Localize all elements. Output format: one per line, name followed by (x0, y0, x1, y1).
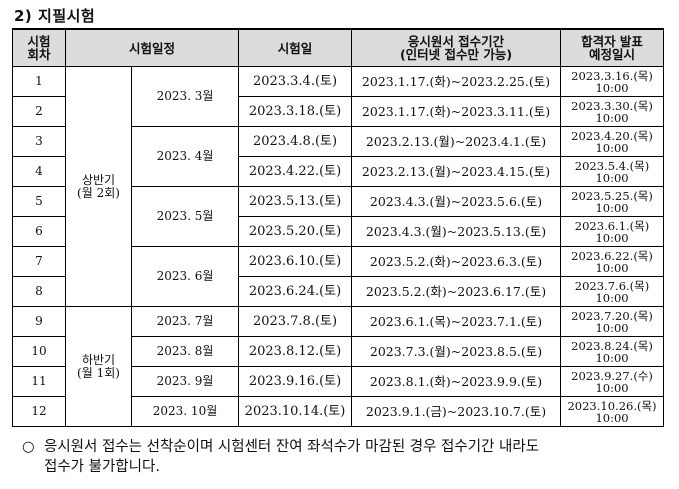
exam-date: 2023.4.22.(토) (238, 156, 353, 187)
header-application-period: 응시원서 접수기간 (인터넷 접수만 가능) (351, 28, 562, 67)
month-cell: 2023. 9월 (130, 366, 240, 397)
application-period: 2023.7.3.(월)~2023.8.5.(토) (351, 336, 562, 367)
application-period: 2023.1.17.(화)~2023.3.11.(토) (351, 96, 562, 127)
exam-date: 2023.6.24.(토) (238, 276, 353, 307)
exam-date: 2023.9.16.(토) (238, 366, 353, 397)
half-first: 상반기 (월 2회) (65, 66, 132, 307)
exam-date: 2023.7.8.(토) (238, 306, 353, 337)
round-number: 2 (12, 96, 66, 127)
exam-schedule-table: 시험 회차 시험일정 시험일 응시원서 접수기간 (인터넷 접수만 가능) 합격자 … (12, 28, 665, 427)
table-row: 3 2023. 4월 2023.4.8.(토) 2023.2.13.(월)~20… (12, 126, 665, 187)
application-period: 2023.5.2.(화)~2023.6.3.(토) (351, 246, 562, 277)
header-round: 시험 회차 (12, 28, 66, 67)
round-number: 6 (12, 216, 66, 247)
table-row: 6 2023.5.20.(토) 2023.4.3.(월)~2023.5.13.(… (12, 216, 665, 247)
round-number: 10 (12, 336, 66, 367)
table-row: 7 2023. 6월 2023.6.10.(토) 2023.5.2.(화)~20… (12, 246, 665, 307)
section-title: 2) 지필시험 (14, 7, 96, 25)
header-announcement: 합격자 발표 예정일시 (560, 28, 665, 67)
announcement: 2023.10.26.(목) 10:00 (560, 396, 665, 427)
announcement: 2023.3.16.(목) 10:00 (560, 66, 665, 97)
application-period: 2023.9.1.(금)~2023.10.7.(토) (351, 396, 562, 427)
half-second: 하반기 (월 1회) (65, 306, 132, 427)
announcement: 2023.6.1.(목) 10:00 (560, 216, 665, 247)
table-row: 5 2023. 5월 2023.5.13.(토) 2023.4.3.(월)~20… (12, 186, 665, 247)
announcement: 2023.8.24.(목) 10:00 (560, 336, 665, 367)
table-header-row: 시험 회차 시험일정 시험일 응시원서 접수기간 (인터넷 접수만 가능) 합격자 … (12, 28, 665, 67)
exam-date: 2023.3.18.(토) (238, 96, 353, 127)
table-row: 12 2023. 10월 2023.10.14.(토) 2023.9.1.(금)… (12, 396, 665, 427)
application-period: 2023.4.3.(월)~2023.5.6.(토) (351, 186, 562, 217)
application-period: 2023.4.3.(월)~2023.5.13.(토) (351, 216, 562, 247)
exam-date: 2023.4.8.(토) (238, 126, 353, 157)
month-cell: 2023. 10월 (130, 396, 240, 427)
notice-line-2: 접수가 불가합니다. (44, 459, 160, 475)
month-cell: 2023. 6월 (130, 246, 240, 307)
announcement: 2023.6.22.(목) 10:00 (560, 246, 665, 277)
notice-line-1: 응시원서 접수는 선착순이며 시험센터 잔여 좌석수가 마감된 경우 접수기간 … (44, 439, 540, 455)
round-number: 9 (12, 306, 66, 337)
announcement: 2023.5.4.(목) 10:00 (560, 156, 665, 187)
month-cell: 2023. 7월 (130, 306, 240, 337)
announcement: 2023.5.25.(목) 10:00 (560, 186, 665, 217)
notice: ○ 응시원서 접수는 선착순이며 시험센터 잔여 좌석수가 마감된 경우 접수기간… (22, 437, 662, 477)
application-period: 2023.5.2.(화)~2023.6.17.(토) (351, 276, 562, 307)
round-number: 12 (12, 396, 66, 427)
round-number: 5 (12, 186, 66, 217)
notice-bullet: ○ (22, 439, 35, 455)
month-cell: 2023. 3월 (130, 66, 240, 127)
announcement: 2023.7.6.(목) 10:00 (560, 276, 665, 307)
announcement: 2023.3.30.(목) 10:00 (560, 96, 665, 127)
application-period: 2023.6.1.(목)~2023.7.1.(토) (351, 306, 562, 337)
table-row: 1 상반기 (월 2회) 2023. 3월 2023.3.4.(토) 2023.1… (12, 66, 665, 307)
application-period: 2023.1.17.(화)~2023.2.25.(토) (351, 66, 562, 97)
month-cell: 2023. 5월 (130, 186, 240, 247)
round-number: 8 (12, 276, 66, 307)
round-number: 3 (12, 126, 66, 157)
application-period: 2023.2.13.(월)~2023.4.15.(토) (351, 156, 562, 187)
exam-date: 2023.3.4.(토) (238, 66, 353, 97)
header-schedule: 시험일정 (64, 28, 240, 67)
exam-date: 2023.8.12.(토) (238, 336, 353, 367)
table-row: 9 하반기 (월 1회) 2023. 7월 2023.7.8.(토) 2023.6… (12, 306, 665, 427)
round-number: 1 (12, 66, 66, 97)
table-row: 2 2023.3.18.(토) 2023.1.17.(화)~2023.3.11.… (12, 96, 665, 127)
exam-date: 2023.6.10.(토) (238, 246, 353, 277)
round-number: 11 (12, 366, 66, 397)
exam-date: 2023.5.13.(토) (238, 186, 353, 217)
application-period: 2023.2.13.(월)~2023.4.1.(토) (351, 126, 562, 157)
header-exam-date: 시험일 (238, 28, 353, 67)
announcement: 2023.7.20.(목) 10:00 (560, 306, 665, 337)
exam-date: 2023.5.20.(토) (238, 216, 353, 247)
round-number: 4 (12, 156, 66, 187)
announcement: 2023.9.27.(수) 10:00 (560, 366, 665, 397)
month-cell: 2023. 8월 (130, 336, 240, 367)
month-cell: 2023. 4월 (130, 126, 240, 187)
announcement: 2023.4.20.(목) 10:00 (560, 126, 665, 157)
application-period: 2023.8.1.(화)~2023.9.9.(토) (351, 366, 562, 397)
round-number: 7 (12, 246, 66, 277)
exam-date: 2023.10.14.(토) (238, 396, 353, 427)
table-row: 11 2023. 9월 2023.9.16.(토) 2023.8.1.(화)~2… (12, 366, 665, 397)
